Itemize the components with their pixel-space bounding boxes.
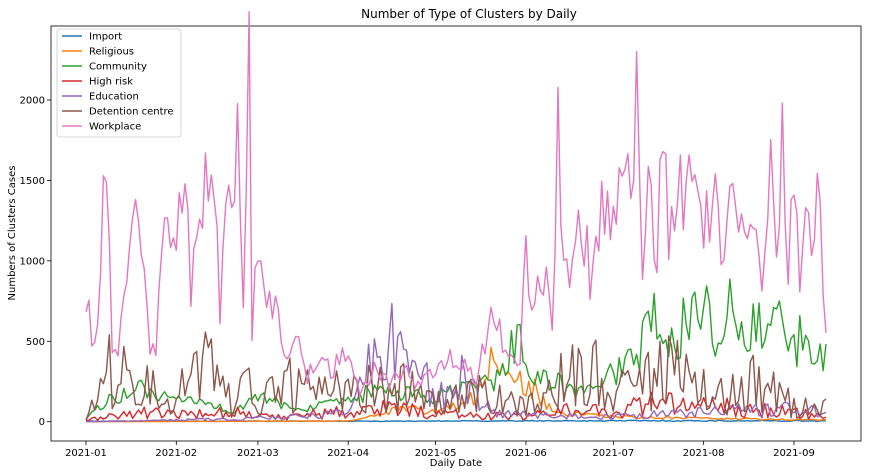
x-tick-label: 2021-09	[773, 448, 815, 459]
x-tick-label: 2021-01	[65, 448, 107, 459]
chart-title: Number of Type of Clusters by Daily	[361, 7, 577, 21]
y-tick-label: 1500	[20, 176, 45, 187]
x-tick-label: 2021-06	[505, 448, 547, 459]
x-axis: 2021-01 2021-02 2021-03 2021-04 2021-05 2021-…	[65, 441, 815, 459]
x-tick-label: 2021-03	[237, 448, 279, 459]
y-tick-label: 2000	[20, 95, 45, 106]
legend-label: High risk	[89, 77, 133, 88]
y-tick-label: 500	[26, 337, 45, 348]
y-axis: 0 500 1000 1500 2000	[20, 95, 51, 428]
x-axis-title: Daily Date	[430, 458, 482, 469]
series-line-workplace	[85, 11, 827, 396]
x-tick-label: 2021-05	[415, 448, 457, 459]
plot-frame	[50, 25, 862, 442]
x-tick-label: 2021-02	[155, 448, 197, 459]
legend-label: Community	[89, 62, 147, 73]
legend-label: Workplace	[89, 122, 141, 133]
legend-label: Education	[89, 92, 139, 103]
legend-label: Import	[89, 32, 122, 43]
y-tick-label: 0	[39, 417, 45, 428]
legend-box	[56, 28, 182, 138]
legend-label: Detention centre	[89, 107, 174, 118]
y-axis-title: Numbers of Clusters Cases	[7, 166, 18, 301]
series-line-detention-centre	[85, 331, 827, 421]
x-tick-label: 2021-04	[327, 448, 369, 459]
y-tick-label: 1000	[20, 256, 45, 267]
series-line-high-risk	[86, 391, 827, 421]
x-tick-label: 2021-08	[683, 448, 725, 459]
plot-area: 2021-01 2021-02 2021-03 2021-04 2021-05 2021-…	[20, 11, 862, 459]
x-tick-label: 2021-07	[592, 448, 634, 459]
legend-label: Religious	[89, 47, 134, 58]
series-group	[85, 11, 827, 423]
legend: Import Religious Community High risk Educati…	[56, 28, 182, 138]
